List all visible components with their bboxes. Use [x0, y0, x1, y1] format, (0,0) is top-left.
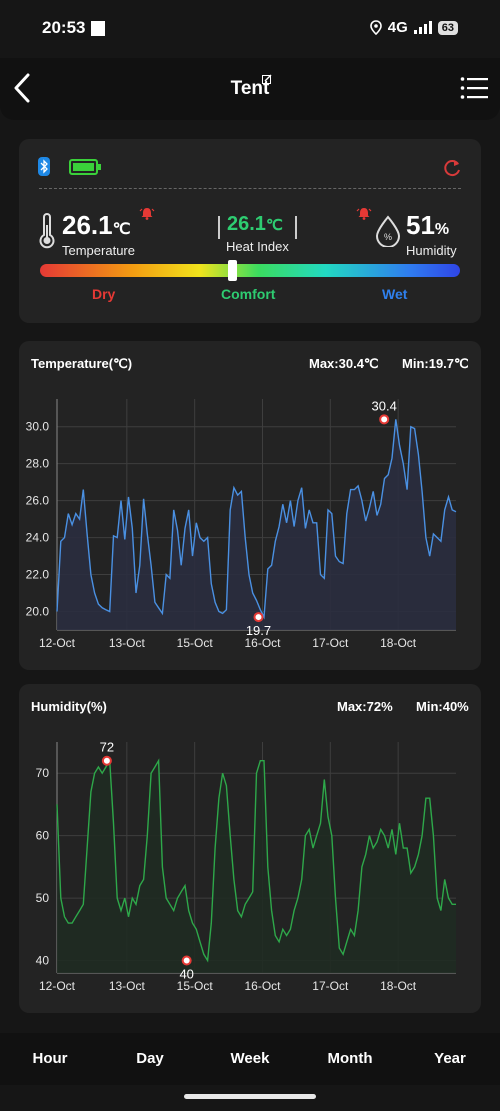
signal-icon: [413, 21, 432, 34]
water-drop-icon: %: [375, 215, 401, 247]
humidity-max-label: Max:72%: [337, 699, 393, 714]
temperature-unit: ℃: [112, 221, 131, 238]
period-tab-bar: Hour Day Week Month Year: [0, 1033, 500, 1085]
back-arrow-icon[interactable]: [8, 70, 38, 106]
humidity-min-value-label: 40: [179, 967, 193, 982]
temperature-y-tick-label: 30.0: [26, 420, 50, 434]
humidity-min-marker: [181, 955, 192, 966]
humidity-y-tick-label: 60: [36, 829, 50, 843]
heat-index-label: Heat Index: [226, 239, 289, 254]
temperature-x-tick-label: 12-Oct: [39, 636, 76, 650]
humidity-y-tick-label: 50: [36, 891, 50, 905]
tab-month[interactable]: Month: [327, 1050, 373, 1067]
comfort-indicator: [228, 260, 237, 281]
sensor-card: 26.1℃ Temperature 26.1℃ Heat Index % 51%…: [19, 139, 481, 323]
humidity-series-line: [56, 758, 456, 963]
temperature-series-line: [56, 419, 457, 620]
location-icon: [369, 20, 382, 35]
scale-dry-label: Dry: [92, 286, 116, 302]
humidity-x-tick-label: 13-Oct: [109, 979, 146, 993]
notification-icon: [91, 21, 105, 36]
humidity-area: [57, 760, 456, 973]
humidity-x-tick-label: 15-Oct: [177, 979, 214, 993]
temperature-y-tick-label: 22.0: [26, 568, 50, 582]
humidity-x-tick-label: 16-Oct: [244, 979, 281, 993]
humidity-reading: 51%: [406, 210, 449, 241]
temperature-chart-title: Temperature(℃): [31, 356, 133, 371]
bluetooth-icon: [38, 157, 50, 176]
status-indicators: 4G 63: [369, 19, 458, 36]
temperature-x-tick-label: 13-Oct: [109, 636, 146, 650]
tab-hour[interactable]: Hour: [32, 1050, 68, 1067]
page-title: Tent: [230, 78, 270, 99]
humidity-y-tick-label: 40: [36, 954, 50, 968]
scale-comfort-label: Comfort: [221, 286, 276, 302]
status-time: 20:53: [42, 18, 86, 37]
humidity-value: 51: [406, 210, 435, 240]
humidity-x-tick-label: 17-Oct: [312, 979, 349, 993]
humidity-y-tick-label: 70: [36, 766, 50, 780]
heat-index-unit: ℃: [265, 217, 283, 234]
temperature-x-tick-label: 18-Oct: [380, 636, 417, 650]
humidity-max-value-label: 72: [100, 740, 114, 755]
tab-day[interactable]: Day: [136, 1050, 164, 1067]
humidity-min-label: Min:40%: [416, 699, 469, 714]
temperature-label: Temperature: [62, 243, 135, 258]
heat-index-reading: 26.1℃: [227, 213, 283, 236]
temperature-y-tick-label: 20.0: [26, 605, 50, 619]
tab-week[interactable]: Week: [230, 1050, 270, 1067]
temperature-x-tick-label: 17-Oct: [312, 636, 349, 650]
temperature-x-tick-label: 16-Oct: [244, 636, 281, 650]
temperature-chart-card: Temperature(℃) Max:30.4℃ Min:19.7℃ 20.0 2…: [19, 341, 481, 670]
temperature-area: [57, 419, 456, 630]
temperature-x-tick-label: 15-Oct: [177, 636, 214, 650]
temperature-y-tick-label: 26.0: [26, 494, 50, 508]
heat-index-value: 26.1: [227, 213, 266, 235]
temperature-min-value-label: 19.7: [246, 623, 271, 638]
comfort-gradient-bar: [40, 264, 460, 277]
temperature-min-label: Min:19.7℃: [402, 356, 469, 371]
temperature-y-tick-label: 24.0: [26, 531, 50, 545]
temperature-reading: 26.1℃: [62, 210, 131, 241]
humidity-label: Humidity: [406, 243, 457, 258]
network-type: 4G: [387, 19, 408, 36]
humidity-chart[interactable]: 40 50 60 70 12-Oct 13-Oct 15-Oct 16-Oct 17-Oct 18…: [19, 722, 481, 1012]
humidity-max-marker: [101, 755, 112, 766]
humidity-x-tick-label: 12-Oct: [39, 979, 76, 993]
temperature-max-value-label: 30.4: [372, 398, 397, 413]
humidity-chart-title: Humidity(%): [31, 699, 107, 714]
temperature-min-marker: [253, 612, 264, 623]
menu-icon[interactable]: [460, 76, 488, 100]
thermometer-icon: [39, 213, 55, 249]
humidity-chart-card: Humidity(%) Max:72% Min:40% 40 50 60 70 12-O…: [19, 684, 481, 1013]
app-header: Tent: [0, 58, 500, 120]
temperature-max-marker: [379, 414, 390, 425]
heat-index-bracket-left: [218, 216, 220, 239]
divider: [39, 188, 461, 189]
temperature-chart[interactable]: 20.0 22.0 24.0 26.0 28.0 30.0 12-Oct 13-Oct 15-O…: [19, 379, 481, 669]
temperature-max-label: Max:30.4℃: [309, 356, 379, 371]
edit-icon[interactable]: [262, 74, 272, 84]
humidity-unit: %: [434, 221, 450, 238]
scale-wet-label: Wet: [382, 286, 408, 302]
svg-text:%: %: [384, 232, 392, 242]
humidity-x-tick-label: 18-Oct: [380, 979, 417, 993]
refresh-icon[interactable]: [442, 158, 462, 178]
battery-icon: 63: [437, 20, 458, 35]
status-bar: 20:53 4G 63: [0, 0, 500, 58]
battery-level-icon: [69, 159, 101, 175]
home-indicator[interactable]: [184, 1094, 316, 1099]
heat-index-bracket-right: [295, 216, 297, 239]
temperature-alarm-icon[interactable]: [139, 206, 155, 220]
temperature-value: 26.1: [62, 210, 113, 240]
humidity-alarm-icon[interactable]: [356, 206, 372, 220]
tab-year[interactable]: Year: [434, 1050, 466, 1067]
temperature-y-tick-label: 28.0: [26, 457, 50, 471]
